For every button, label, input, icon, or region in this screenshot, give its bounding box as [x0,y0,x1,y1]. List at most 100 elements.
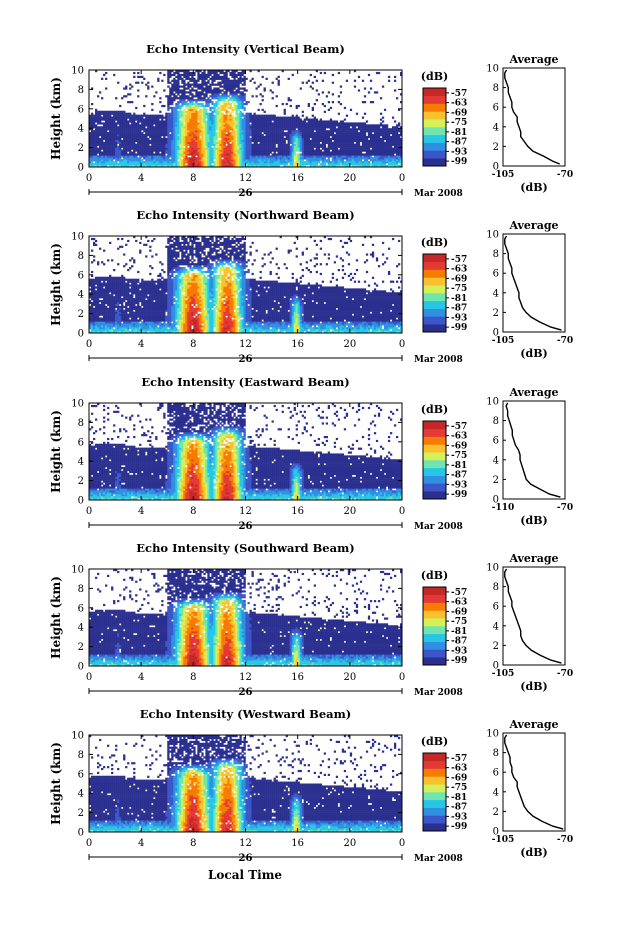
heatmap-cell [119,120,121,122]
heatmap-cell [229,120,231,122]
heatmap-cell [97,150,99,152]
heatmap-cell [131,132,133,134]
heatmap-cell [260,119,262,121]
heatmap-cell [227,99,229,101]
heatmap-cell [308,163,310,165]
heatmap-cell [310,134,312,136]
heatmap-cell [241,132,243,134]
heatmap-cell [284,120,286,122]
heatmap-cell [137,134,139,136]
heatmap-cell [135,134,137,136]
heatmap-cell [258,151,260,153]
heatmap-cell [119,161,121,163]
heatmap-cell [302,126,304,128]
heatmap-cell [93,148,95,150]
heatmap-cell [272,117,274,119]
heatmap-cell [189,122,191,124]
heatmap-cell [111,157,113,159]
heatmap-cell [223,74,225,76]
heatmap-cell [175,97,177,99]
heatmap-cell [197,87,199,89]
heatmap-cell [173,159,175,161]
heatmap-cell [139,151,141,153]
heatmap-cell [207,117,209,119]
heatmap-cell [105,134,107,136]
heatmap-cell [239,130,241,132]
heatmap-cell [252,78,254,80]
heatmap-cell [163,150,165,152]
heatmap-cell [147,124,149,126]
heatmap-cell [159,159,161,161]
heatmap-cell [280,120,282,122]
heatmap-cell [246,144,248,146]
heatmap-cell [143,144,145,146]
heatmap-cell [177,151,179,153]
heatmap-cell [135,130,137,132]
heatmap-cell [233,91,235,93]
heatmap-cell [133,153,135,155]
heatmap-cell [175,122,177,124]
heatmap-cell [221,99,223,101]
heatmap-cell [241,113,243,115]
heatmap-cell [197,144,199,146]
heatmap-cell [312,109,314,111]
heatmap-cell [227,161,229,163]
heatmap-cell [141,142,143,144]
heatmap-cell [155,130,157,132]
heatmap-cell [302,153,304,155]
heatmap-cell [189,117,191,119]
heatmap-cell [217,93,219,95]
heatmap-cell [205,157,207,159]
heatmap-cell [151,132,153,134]
heatmap-cell [310,146,312,148]
heatmap-cell [302,136,304,138]
heatmap-cell [282,140,284,142]
heatmap-cell [207,72,209,74]
heatmap-cell [250,115,252,117]
heatmap-cell [286,161,288,163]
heatmap-cell [99,130,101,132]
heatmap-cell [225,95,227,97]
heatmap-cell [252,95,254,97]
heatmap-cell [312,155,314,157]
heatmap-cell [217,103,219,105]
heatmap-cell [117,153,119,155]
heatmap-cell [205,89,207,91]
heatmap-cell [195,111,197,113]
heatmap-cell [243,80,245,82]
heatmap-cell [195,146,197,148]
heatmap-cell [213,146,215,148]
heatmap-cell [221,151,223,153]
heatmap-cell [284,124,286,126]
heatmap-cell [290,120,292,122]
heatmap-cell [241,99,243,101]
heatmap-cell [125,134,127,136]
heatmap-cell [105,140,107,142]
heatmap-cell [213,74,215,76]
heatmap-cell [191,128,193,130]
heatmap-cell [316,120,318,122]
heatmap-cell [97,120,99,122]
heatmap-cell [231,91,233,93]
heatmap-cell [193,148,195,150]
heatmap-cell [149,153,151,155]
heatmap-cell [254,161,256,163]
heatmap-cell [268,115,270,117]
heatmap-cell [129,159,131,161]
heatmap-cell [294,150,296,152]
heatmap-cell [187,159,189,161]
heatmap-cell [113,132,115,134]
heatmap-cell [223,163,225,165]
heatmap-cell [237,140,239,142]
heatmap-cell [95,161,97,163]
heatmap-cell [119,122,121,124]
heatmap-cell [97,113,99,115]
heatmap-cell [256,163,258,165]
heatmap-cell [268,146,270,148]
heatmap-cell [288,151,290,153]
heatmap-cell [101,122,103,124]
heatmap-cell [105,117,107,119]
heatmap-cell [187,163,189,165]
heatmap-cell [239,111,241,113]
heatmap-cell [266,122,268,124]
